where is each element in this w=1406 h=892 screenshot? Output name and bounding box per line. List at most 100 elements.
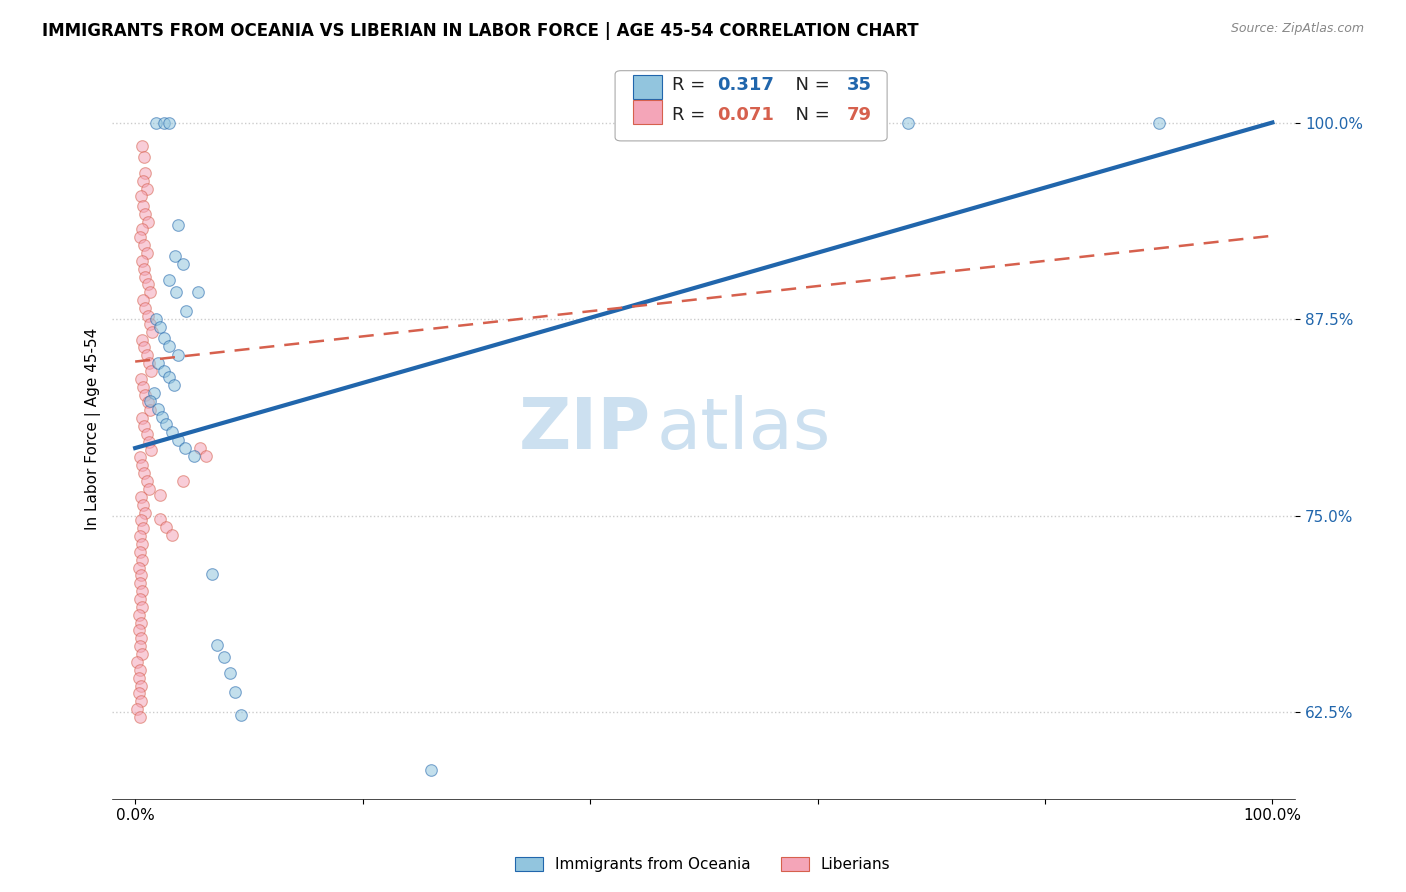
Text: atlas: atlas <box>657 394 831 464</box>
Text: Source: ZipAtlas.com: Source: ZipAtlas.com <box>1230 22 1364 36</box>
Point <box>218 665 240 680</box>
Point <box>132 498 155 512</box>
Point <box>131 333 153 347</box>
Point <box>174 441 197 455</box>
Point <box>134 419 156 434</box>
Text: R =: R = <box>672 106 711 124</box>
Point <box>146 356 169 370</box>
Point <box>167 433 190 447</box>
Point <box>134 387 156 401</box>
Point <box>139 317 162 331</box>
Point <box>134 150 156 164</box>
Point <box>188 441 211 455</box>
Point <box>131 552 153 566</box>
Point <box>135 181 157 195</box>
FancyBboxPatch shape <box>633 100 662 124</box>
Point <box>134 261 156 276</box>
Point <box>136 214 159 228</box>
Point <box>205 638 228 652</box>
Point <box>131 222 153 236</box>
Point <box>128 686 150 700</box>
FancyBboxPatch shape <box>633 75 662 99</box>
Point <box>152 115 174 129</box>
Point <box>128 576 150 591</box>
Point <box>163 249 186 263</box>
Point <box>128 639 150 653</box>
Legend: Immigrants from Oceania, Liberians: Immigrants from Oceania, Liberians <box>508 849 898 880</box>
Point <box>129 568 152 582</box>
Point <box>155 417 177 432</box>
Point <box>131 253 153 268</box>
Text: R =: R = <box>672 77 711 95</box>
Point <box>131 584 153 599</box>
Point <box>139 364 162 378</box>
Point <box>152 409 174 424</box>
Point <box>134 166 156 180</box>
Point <box>134 269 156 284</box>
Point <box>176 304 198 318</box>
Point <box>127 702 149 716</box>
Point <box>145 115 167 129</box>
Point <box>132 293 155 308</box>
Point <box>135 474 157 488</box>
Point <box>172 257 194 271</box>
Point <box>139 442 162 457</box>
Text: ZIP: ZIP <box>519 394 651 464</box>
Point <box>138 482 160 496</box>
Text: 35: 35 <box>846 77 872 95</box>
Point <box>132 174 155 188</box>
Point <box>128 624 150 638</box>
Point <box>128 710 150 724</box>
Text: 0.317: 0.317 <box>717 77 773 95</box>
Point <box>129 615 152 630</box>
Point <box>131 599 153 614</box>
Point <box>129 189 152 203</box>
Point <box>157 339 180 353</box>
Point <box>160 425 183 440</box>
Point <box>131 458 153 473</box>
Point <box>152 331 174 345</box>
Point <box>135 246 157 260</box>
Point <box>141 325 163 339</box>
Point <box>136 395 159 409</box>
Point <box>145 312 167 326</box>
Point <box>134 301 156 315</box>
Point <box>229 708 252 723</box>
Point <box>136 309 159 323</box>
Point <box>187 285 209 300</box>
FancyBboxPatch shape <box>614 70 887 141</box>
Point <box>132 380 155 394</box>
Point <box>129 694 152 708</box>
Point <box>129 490 152 504</box>
Point <box>131 647 153 661</box>
Point <box>160 527 183 541</box>
Point <box>212 650 235 665</box>
Point <box>129 632 152 646</box>
Text: N =: N = <box>785 106 835 124</box>
Point <box>897 115 920 129</box>
Text: 0.071: 0.071 <box>717 106 773 124</box>
Point <box>165 285 187 300</box>
Point <box>163 378 186 392</box>
Point <box>134 340 156 354</box>
Point <box>138 356 160 370</box>
Point <box>201 566 224 581</box>
Point <box>167 218 190 232</box>
Point <box>128 663 150 677</box>
Point <box>136 277 159 292</box>
Point <box>128 592 150 607</box>
Point <box>132 199 155 213</box>
Point <box>172 474 194 488</box>
Point <box>128 230 150 244</box>
Point <box>129 513 152 527</box>
Point <box>194 449 217 463</box>
Point <box>134 506 156 520</box>
Point <box>129 679 152 693</box>
Point <box>419 764 441 778</box>
Text: N =: N = <box>785 77 835 95</box>
Point <box>134 207 156 221</box>
Point <box>149 512 172 526</box>
Point <box>157 115 180 129</box>
Point <box>157 370 180 384</box>
Point <box>146 401 169 416</box>
